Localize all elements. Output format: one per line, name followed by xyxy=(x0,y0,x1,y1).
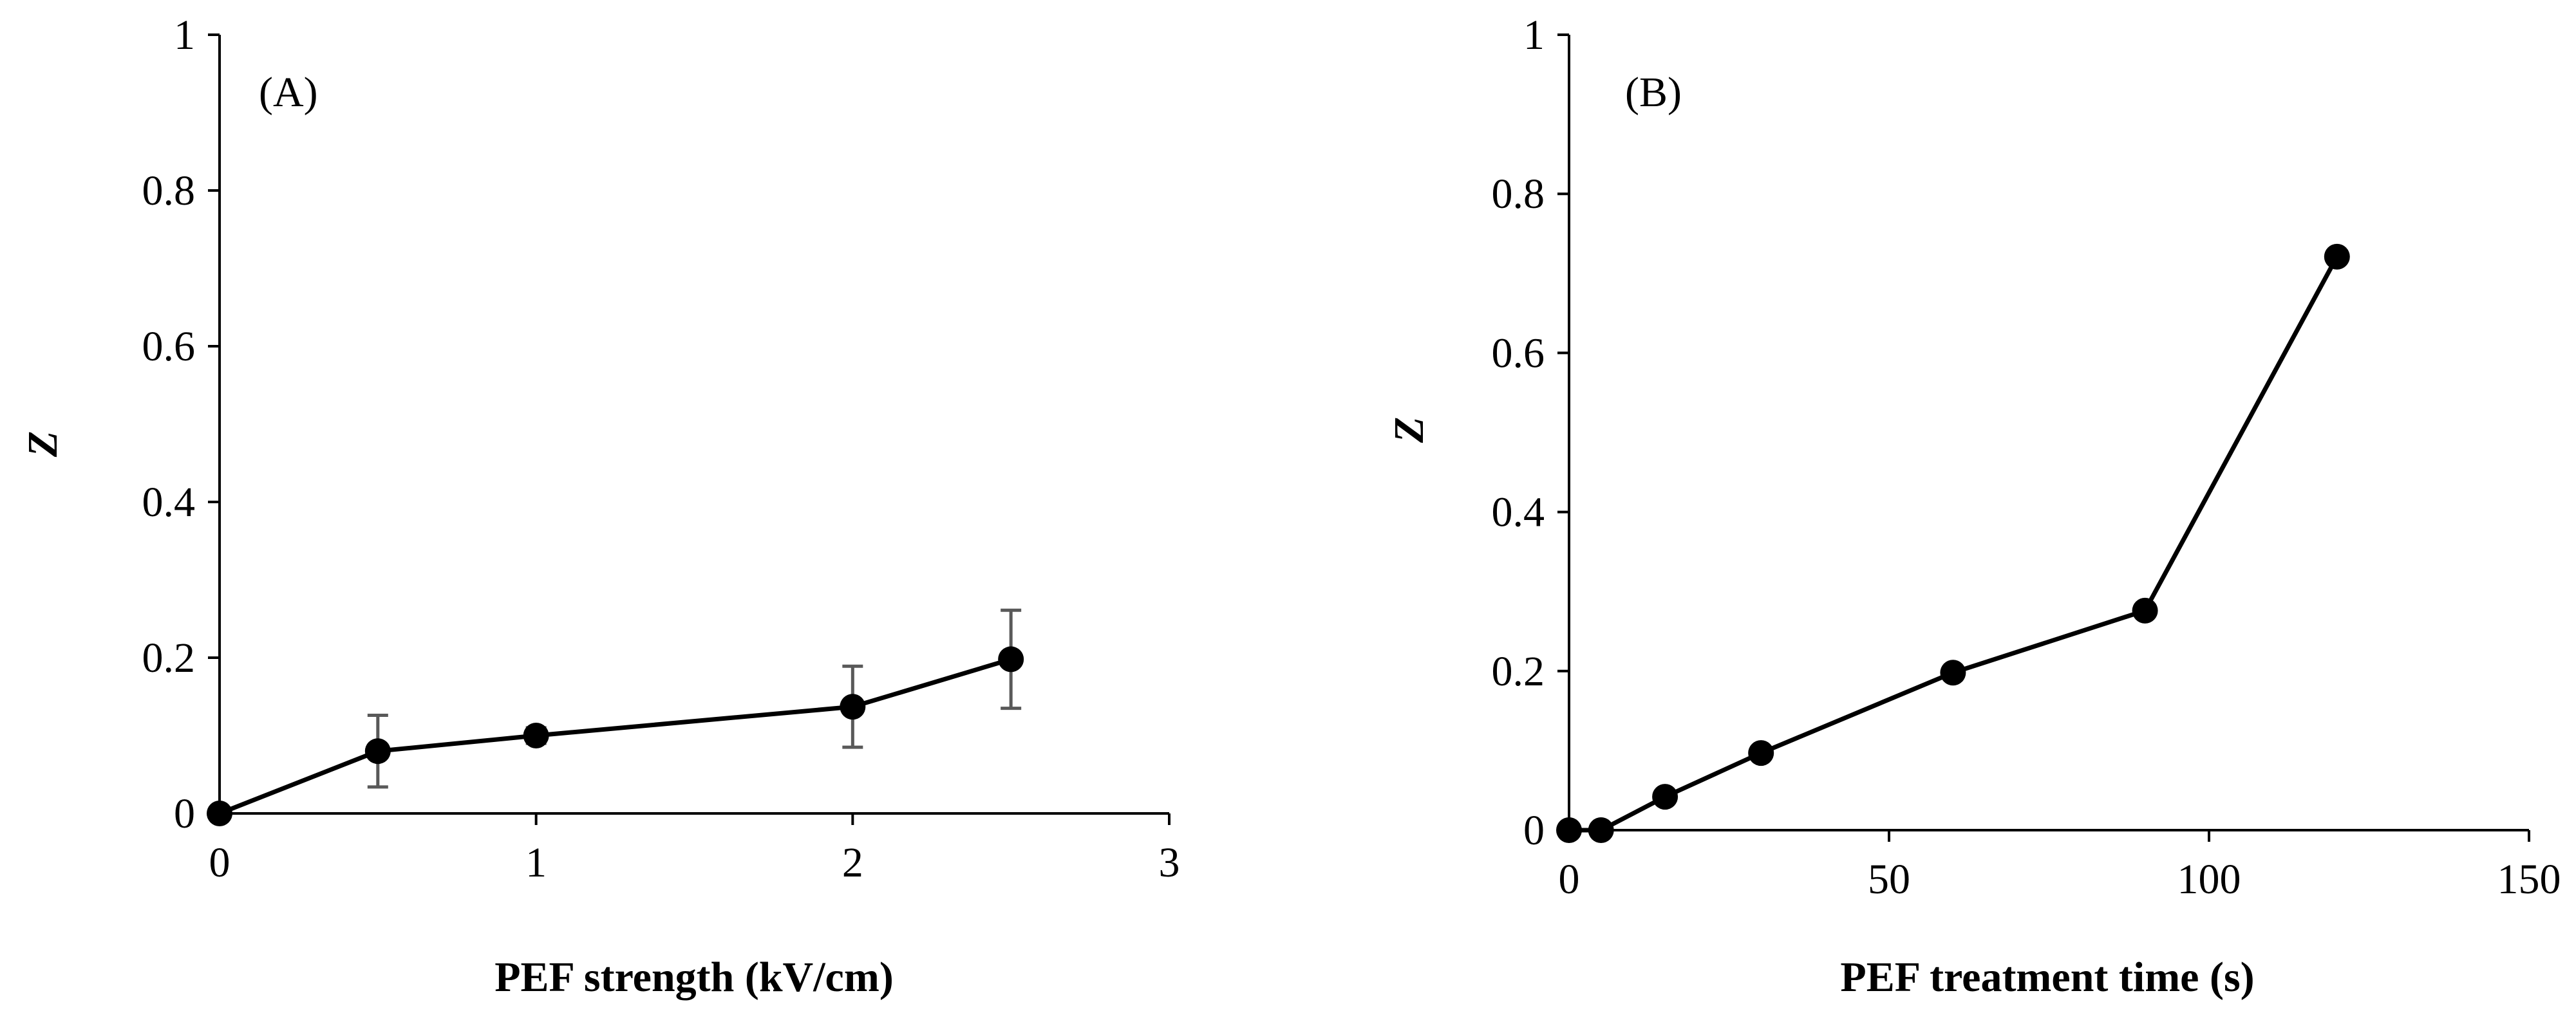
panel-b-series-line xyxy=(1569,255,2339,833)
panel-b-y-tick-label: 0 xyxy=(1523,807,1545,854)
panel-b-x-tick-label: 100 xyxy=(2177,856,2241,903)
panel-a-data-point xyxy=(998,646,1024,672)
panel-b-y-tick-label: 0.4 xyxy=(1492,489,1545,536)
panel-a-points xyxy=(207,646,1024,826)
panel-b-data-point xyxy=(2324,243,2350,270)
panel-b-y-tick-label: 1 xyxy=(1523,12,1545,59)
panel-a-chart: 0 0.2 0.4 0.6 0.8 1 0 1 2 3 (A) Z PEF strength (k… xyxy=(19,12,1180,1001)
panel-b-y-axis-title: Z xyxy=(1386,417,1433,443)
panel-a-y-tick-label: 0.2 xyxy=(142,635,196,682)
panel-b-data-point xyxy=(1748,740,1774,766)
panel-b-x-axis-title: PEF treatment time (s) xyxy=(1840,954,2254,1001)
panel-b-y-tick-label: 0.2 xyxy=(1492,648,1545,695)
panel-b-data-point xyxy=(1652,784,1678,810)
panel-a-data-point xyxy=(840,694,866,720)
panel-a-data-point xyxy=(364,738,391,765)
panel-a-y-tick-label: 0 xyxy=(174,790,195,837)
panel-a-x-tick-label: 2 xyxy=(842,839,863,886)
panel-b-data-point xyxy=(2132,597,2158,624)
panel-b-x-tick-label: 150 xyxy=(2497,856,2561,903)
panel-b-points xyxy=(1556,243,2350,843)
panel-a-label: (A) xyxy=(259,69,318,116)
panel-a-series-line xyxy=(218,657,1012,816)
panel-b-tick-labels: 0 0.2 0.4 0.6 0.8 1 0 50 100 150 xyxy=(1492,12,2561,903)
panel-a-x-tick-label: 1 xyxy=(525,839,547,886)
panel-a-error-bars xyxy=(367,608,1022,789)
panel-a-y-tick-label: 0.4 xyxy=(142,479,196,526)
panel-b-x-tick-label: 50 xyxy=(1868,856,1910,903)
panel-b-data-point xyxy=(1940,660,1966,686)
panel-a-x-tick-label: 3 xyxy=(1159,839,1180,886)
panel-b-data-point xyxy=(1588,817,1614,843)
panel-b-chart: 0 0.2 0.4 0.6 0.8 1 0 50 100 150 (B) Z PEF treatm… xyxy=(1386,12,2561,1001)
panel-a-data-point xyxy=(207,801,232,826)
panel-b-ticks xyxy=(1557,33,2530,842)
panel-a-ticks xyxy=(208,33,1170,825)
panel-a-y-axis-title: Z xyxy=(19,431,66,458)
panel-b-x-tick-label: 0 xyxy=(1559,856,1580,903)
panel-b-y-tick-label: 0.8 xyxy=(1492,171,1545,218)
panel-a-y-tick-label: 0.6 xyxy=(142,323,196,370)
panel-b-label: (B) xyxy=(1625,69,1682,116)
panel-a-tick-labels: 0 0.2 0.4 0.6 0.8 1 0 1 2 3 xyxy=(142,12,1180,886)
panel-b-data-point xyxy=(1556,817,1582,843)
panel-a-x-axis-title: PEF strength (kV/cm) xyxy=(494,954,894,1001)
panel-a-y-tick-label: 0.8 xyxy=(142,167,196,214)
panel-a-y-tick-label: 1 xyxy=(174,12,195,59)
panel-b-y-tick-label: 0.6 xyxy=(1492,329,1545,376)
panel-a-x-tick-label: 0 xyxy=(209,839,230,886)
panel-a-data-point xyxy=(523,723,549,748)
